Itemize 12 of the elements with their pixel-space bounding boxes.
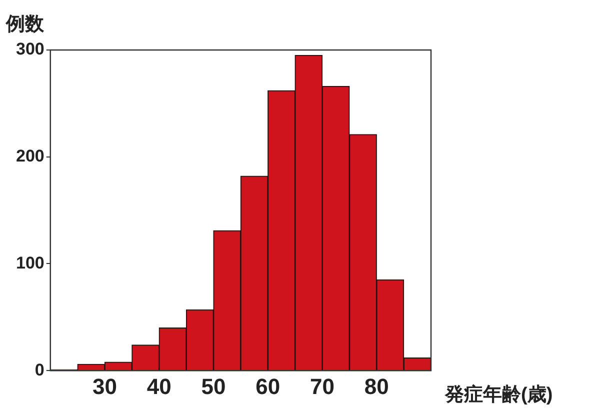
y-tick-label: 200: [16, 146, 44, 166]
y-tick-label: 100: [16, 253, 44, 272]
x-tick-label: 30: [92, 374, 117, 399]
x-tick-label: 70: [310, 374, 334, 399]
y-tick-label: 0: [34, 360, 44, 380]
y-tick-label: 300: [16, 40, 44, 59]
x-tick-label: 50: [201, 374, 226, 399]
y-axis-title: 例数: [5, 14, 45, 35]
x-tick-label: 60: [256, 374, 280, 399]
x-axis-title: 発症年齢(歳): [444, 384, 553, 406]
x-tick-label: 40: [146, 374, 172, 399]
x-tick-label: 80: [364, 374, 389, 399]
